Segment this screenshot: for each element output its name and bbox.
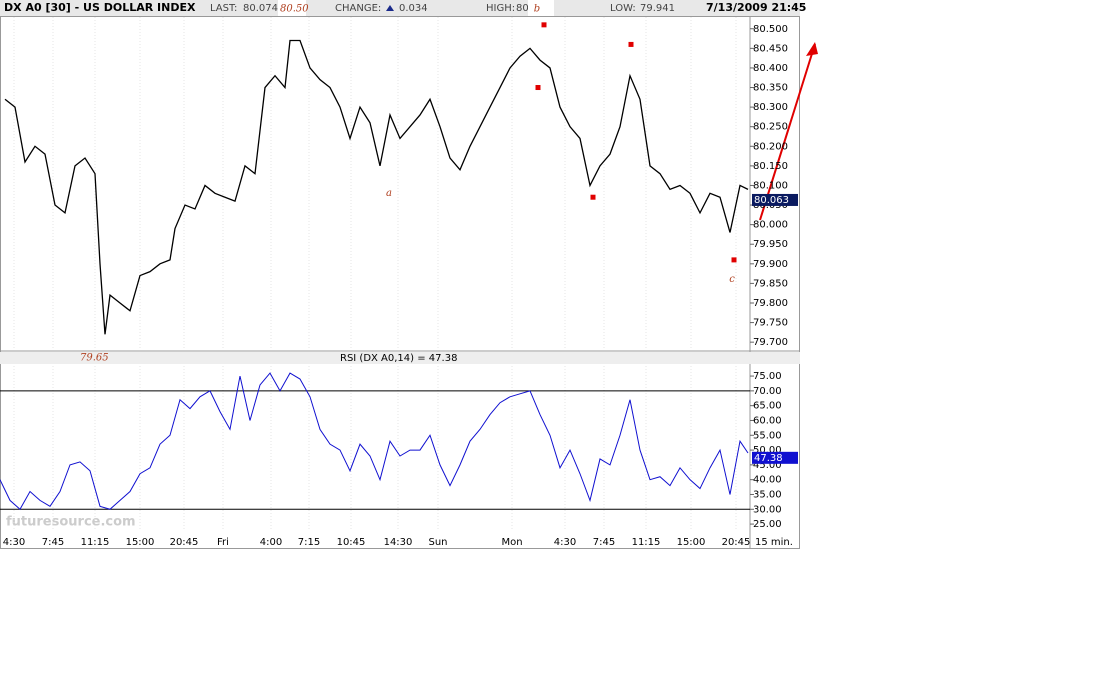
y-tick-label: 79.950 <box>753 239 788 250</box>
change: 0.034 <box>399 3 428 14</box>
y-tick-label: 75.00 <box>753 371 782 382</box>
rsi-title: RSI (DX A0,14) = 47.38 <box>340 353 457 364</box>
y-tick-label: 80.400 <box>753 63 788 74</box>
annotation: b <box>534 4 540 15</box>
y-tick-label: 45.00 <box>753 460 782 471</box>
y-tick-label: 80.100 <box>753 180 788 191</box>
x-tick-label: 15:00 <box>126 537 155 548</box>
x-tick-label: 20:45 <box>722 537 751 548</box>
marker <box>541 22 547 28</box>
y-tick-label: 80.450 <box>753 43 788 54</box>
change-label: CHANGE: <box>335 3 381 14</box>
x-tick-label: 7:45 <box>42 537 64 548</box>
y-tick-label: 80.000 <box>753 220 788 231</box>
x-tick-label: 10:45 <box>337 537 366 548</box>
y-tick-label: 80.250 <box>753 122 788 133</box>
y-tick-label: 80.200 <box>753 141 788 152</box>
marker <box>731 257 737 263</box>
y-tick-label: 80.500 <box>753 24 788 35</box>
last-label: LAST: <box>210 3 237 14</box>
series-line <box>4 39 749 335</box>
header-bar <box>0 0 800 16</box>
high: 80 <box>516 3 529 14</box>
trend-arrow <box>759 43 816 221</box>
x-tick-label: 7:15 <box>298 537 320 548</box>
last-box <box>752 193 798 206</box>
last-box <box>752 451 798 464</box>
x-tick-label: 4:30 <box>554 537 576 548</box>
up-arrow <box>386 5 394 11</box>
marker <box>535 85 541 91</box>
y-tick-label: 35.00 <box>753 489 782 500</box>
x-tick-label: 4:00 <box>260 537 282 548</box>
note-low: 79.65 <box>80 353 109 364</box>
arrow-head <box>806 42 818 56</box>
watermark: futuresource.com <box>6 515 136 530</box>
y-tick-label: 70.00 <box>753 386 782 397</box>
x-tick-label: Sun <box>428 537 447 548</box>
rsi-header <box>0 352 800 364</box>
y-tick-label: 40.00 <box>753 475 782 486</box>
last-label: 47.38 <box>754 453 783 464</box>
datetime: 7/13/2009 21:45 <box>706 1 806 14</box>
high-label: HIGH: <box>486 3 515 14</box>
y-tick-label: 79.850 <box>753 278 788 289</box>
y-tick-label: 80.350 <box>753 83 788 94</box>
y-tick-label: 80.150 <box>753 161 788 172</box>
marker <box>590 194 596 200</box>
x-axis-label: 15 min. <box>755 537 793 548</box>
y-tick-label: 65.00 <box>753 401 782 412</box>
last: 80.074 <box>243 3 278 14</box>
series-line <box>0 372 749 511</box>
x-tick-label: 14:30 <box>384 537 413 548</box>
x-tick-label: Mon <box>501 537 522 548</box>
x-tick-label: 4:30 <box>3 537 25 548</box>
low-label: LOW: <box>610 3 636 14</box>
x-tick-label: Fri <box>217 537 229 548</box>
note-high: 80.50 <box>280 4 309 15</box>
x-tick-label: 11:15 <box>632 537 661 548</box>
x-tick-label: 11:15 <box>81 537 110 548</box>
y-tick-label: 80.300 <box>753 102 788 113</box>
note-bg <box>278 0 306 16</box>
low: 79.941 <box>640 3 675 14</box>
y-tick-label: 60.00 <box>753 415 782 426</box>
symbol: DX A0 [30] - US DOLLAR INDEX <box>4 1 196 14</box>
x-tick-label: 7:45 <box>593 537 615 548</box>
x-tick-label: 15:00 <box>677 537 706 548</box>
y-tick-label: 79.800 <box>753 298 788 309</box>
y-tick-label: 79.700 <box>753 337 788 348</box>
y-tick-label: 30.00 <box>753 504 782 515</box>
x-tick-label: 20:45 <box>170 537 199 548</box>
header-gap <box>528 0 554 16</box>
marker <box>628 41 634 47</box>
frame <box>0 16 800 549</box>
y-tick-label: 25.00 <box>753 519 782 530</box>
y-tick-label: 79.900 <box>753 259 788 270</box>
annotation: a <box>386 188 392 199</box>
y-tick-label: 79.750 <box>753 318 788 329</box>
y-tick-label: 55.00 <box>753 430 782 441</box>
last-label: 80.063 <box>754 195 789 206</box>
annotation: c <box>729 274 735 285</box>
y-tick-label: 50.00 <box>753 445 782 456</box>
